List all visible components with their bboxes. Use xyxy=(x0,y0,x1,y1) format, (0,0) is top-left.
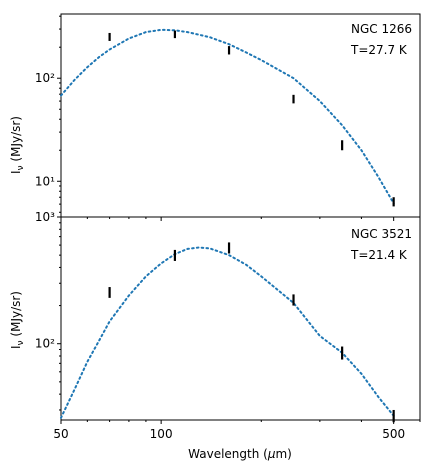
bottom-y-axis-label: Iν (MJy/sr) xyxy=(9,291,26,349)
bottom-annotation-temperature: T=21.4 K xyxy=(350,248,408,262)
x-axis-label: Wavelength (μm) xyxy=(188,447,292,461)
top-x-ticks xyxy=(60,217,421,221)
bottom-y-tick-label: 10³ xyxy=(35,210,55,224)
bottom-x-tick-label: 50 xyxy=(53,427,68,441)
bottom-y-tick-label: 10² xyxy=(35,337,55,351)
top-annotation-object: NGC 1266 xyxy=(351,22,412,36)
bottom-x-ticks: 50 100 500 xyxy=(53,420,421,441)
top-y-tick-label: 10¹ xyxy=(35,174,55,188)
top-annotation-temperature: T=27.7 K xyxy=(350,43,408,57)
top-model-curve xyxy=(60,28,395,205)
bottom-x-tick-label: 100 xyxy=(150,427,173,441)
top-y-axis-label: Iν (MJy/sr) xyxy=(9,116,26,174)
top-y-ticks: 10¹ 10² xyxy=(35,15,61,213)
bottom-annotation-object: NGC 3521 xyxy=(351,227,412,241)
bottom-model-curve xyxy=(60,246,395,419)
bottom-measurements xyxy=(108,242,395,423)
bottom-panel-frame xyxy=(60,216,421,421)
bottom-panel: 10² 10³ 50 100 500 NGC 3521 T=21.4 K Iν (MJ… xyxy=(9,210,421,441)
bottom-y-ticks: 10² 10³ xyxy=(35,210,61,411)
top-y-tick-label: 10² xyxy=(35,71,55,85)
top-measurements xyxy=(108,30,395,207)
bottom-x-tick-label: 500 xyxy=(382,427,405,441)
top-panel: 10¹ 10² NGC 1266 T=27.7 K Iν (MJy/sr) xyxy=(9,13,421,221)
